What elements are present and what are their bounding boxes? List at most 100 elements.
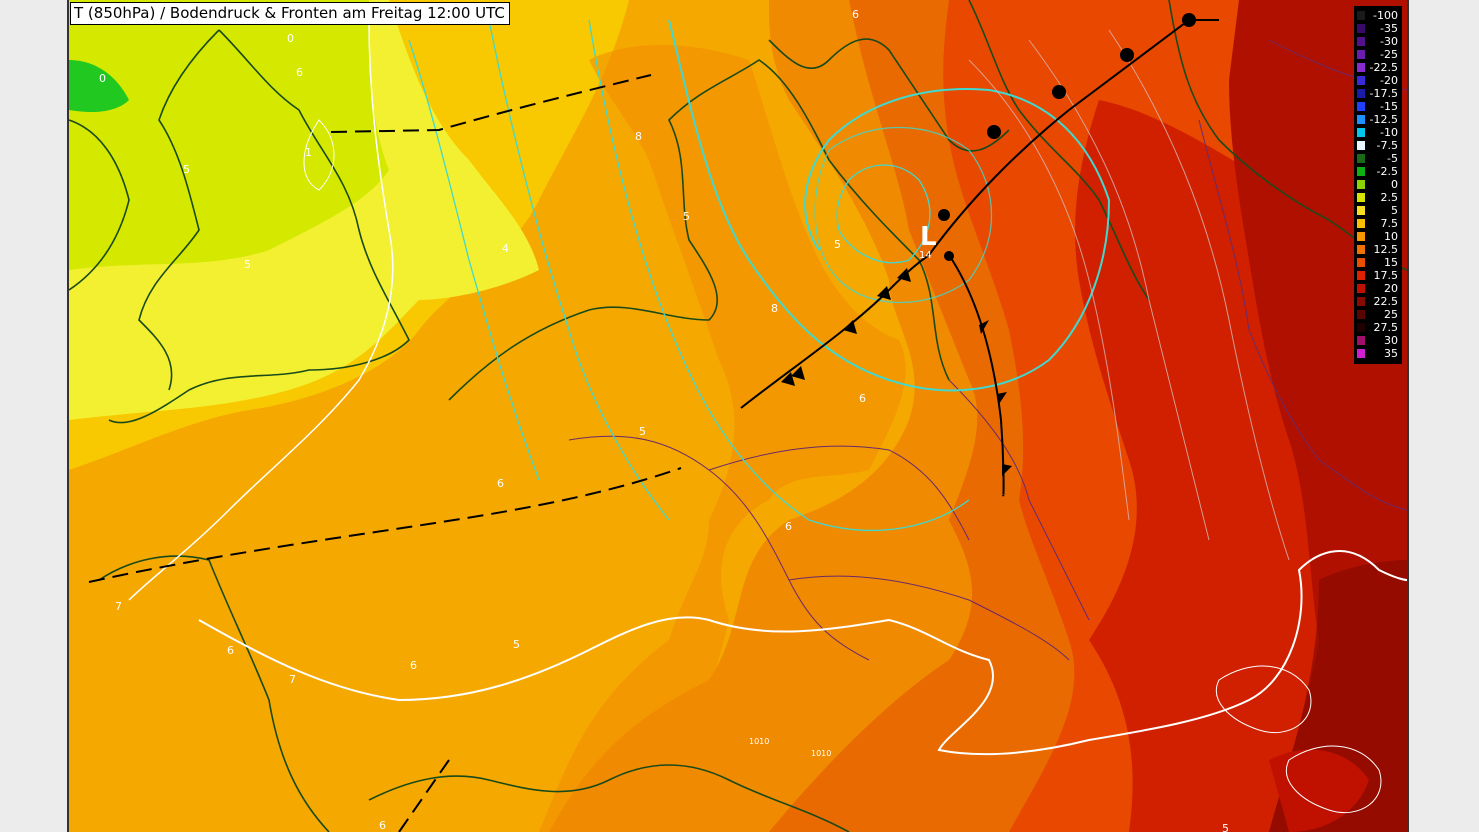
legend-swatch bbox=[1357, 323, 1365, 332]
front-semicircle bbox=[944, 251, 954, 261]
contour-label: 5 bbox=[639, 425, 646, 438]
legend-swatch bbox=[1357, 76, 1365, 85]
border-ukraine bbox=[1318, 459, 1407, 511]
coast-britain-east bbox=[108, 29, 410, 424]
legend-swatch bbox=[1357, 24, 1365, 33]
legend-label: 7.5 bbox=[1380, 217, 1399, 230]
legend-swatch bbox=[1357, 115, 1365, 124]
warm-front-line bbox=[928, 19, 1219, 256]
front-semicircle bbox=[1052, 85, 1066, 99]
contour-label: 6 bbox=[859, 392, 866, 405]
trough-france bbox=[88, 467, 682, 583]
legend-label: -30 bbox=[1380, 35, 1398, 48]
contour-label: 0 bbox=[99, 72, 106, 85]
legend-entry: -2.5 bbox=[1354, 165, 1402, 178]
country-borders bbox=[568, 39, 1407, 661]
legend-entry: 20 bbox=[1354, 282, 1402, 295]
legend-label: -35 bbox=[1380, 22, 1398, 35]
legend-entry: 5 bbox=[1354, 204, 1402, 217]
legend-entry: 27.5 bbox=[1354, 321, 1402, 334]
contour-label: 7 bbox=[115, 600, 122, 613]
legend-entry: 17.5 bbox=[1354, 269, 1402, 282]
legend-label: -10 bbox=[1380, 126, 1398, 139]
contour-label: 5 bbox=[834, 238, 841, 251]
legend-entry: -100 bbox=[1354, 9, 1402, 22]
isobar-label: 1010 bbox=[749, 737, 769, 746]
trough-north bbox=[330, 74, 652, 133]
legend-swatch bbox=[1357, 297, 1365, 306]
legend-entry: 10 bbox=[1354, 230, 1402, 243]
coastlines bbox=[69, 0, 1407, 832]
weather-map: L 14 1010 1010 0 0 6 1 5 5 4 8 5 5 8 5 6… bbox=[67, 0, 1409, 832]
coast-biscay bbox=[98, 555, 330, 832]
map-canvas: L 14 1010 1010 0 0 6 1 5 5 4 8 5 5 8 5 6… bbox=[69, 0, 1407, 832]
contour-label: 5 bbox=[513, 638, 520, 651]
isobars-east bbox=[968, 29, 1290, 561]
front-triangle bbox=[791, 366, 805, 380]
contour-label: 8 bbox=[635, 130, 642, 143]
border-baltics bbox=[1198, 119, 1320, 461]
front-triangle bbox=[897, 268, 911, 282]
legend-entry: 35 bbox=[1354, 347, 1402, 360]
contour-label: 6 bbox=[497, 477, 504, 490]
warm-front bbox=[928, 13, 1219, 497]
legend-entry: -22.5 bbox=[1354, 61, 1402, 74]
contour-label: 5 bbox=[244, 258, 251, 271]
legend-label: 22.5 bbox=[1373, 295, 1399, 308]
legend-entry: -10 bbox=[1354, 126, 1402, 139]
legend-label: 30 bbox=[1384, 334, 1398, 347]
legend-label: 17.5 bbox=[1373, 269, 1399, 282]
coast-ireland bbox=[69, 119, 130, 291]
legend-entry: 12.5 bbox=[1354, 243, 1402, 256]
contour-label: 5 bbox=[1222, 822, 1229, 832]
legend-swatch bbox=[1357, 128, 1365, 137]
legend-swatch bbox=[1357, 193, 1365, 202]
legend-label: 15 bbox=[1384, 256, 1398, 269]
legend-swatch bbox=[1357, 232, 1365, 241]
legend-entry: -17.5 bbox=[1354, 87, 1402, 100]
temperature-fields bbox=[69, 0, 1407, 832]
border-germany-poland bbox=[708, 445, 970, 541]
border-poland-east bbox=[948, 379, 1090, 621]
front-semicircle bbox=[987, 125, 1001, 139]
legend-swatch bbox=[1357, 284, 1365, 293]
front-triangle bbox=[843, 320, 857, 334]
border-alps bbox=[788, 575, 1070, 661]
isotherm-ring-1 bbox=[1215, 665, 1312, 734]
coast-denmark bbox=[768, 38, 1010, 152]
zone-yellow-green bbox=[69, 0, 389, 270]
legend-label: -17.5 bbox=[1369, 87, 1398, 100]
legend-swatch bbox=[1357, 37, 1365, 46]
legend-label: 5 bbox=[1391, 204, 1398, 217]
front-semicircle bbox=[938, 209, 950, 221]
low-pressure-symbol: L bbox=[920, 222, 937, 252]
legend-swatch bbox=[1357, 271, 1365, 280]
legend-entry: 25 bbox=[1354, 308, 1402, 321]
legend-label: -100 bbox=[1373, 9, 1398, 22]
legend-entry: -30 bbox=[1354, 35, 1402, 48]
legend-label: 2.5 bbox=[1380, 191, 1399, 204]
legend-label: -7.5 bbox=[1376, 139, 1398, 152]
legend-entry: -25 bbox=[1354, 48, 1402, 61]
legend-entry: -7.5 bbox=[1354, 139, 1402, 152]
contour-label: 6 bbox=[785, 520, 792, 533]
front-triangle bbox=[1002, 464, 1012, 476]
front-triangle bbox=[997, 392, 1007, 404]
front-semicircle bbox=[1120, 48, 1134, 62]
front-semicircle bbox=[1182, 13, 1196, 27]
legend-label: 12.5 bbox=[1373, 243, 1399, 256]
isobar-west-1 bbox=[408, 39, 540, 481]
coast-north-sea bbox=[448, 59, 950, 401]
contour-label: 0 bbox=[287, 32, 294, 45]
legend-label: 35 bbox=[1384, 347, 1398, 360]
contour-label: 1 bbox=[305, 146, 312, 159]
legend-label: 0 bbox=[1391, 178, 1398, 191]
legend-label: -2.5 bbox=[1376, 165, 1398, 178]
low-pressure-value: 14 bbox=[919, 250, 932, 261]
legend-entry: -35 bbox=[1354, 22, 1402, 35]
isobar-main bbox=[668, 19, 1111, 392]
legend-swatch bbox=[1357, 245, 1365, 254]
isobar-core bbox=[836, 164, 931, 264]
isobar-label: 1010 bbox=[811, 749, 831, 758]
contour-label: 6 bbox=[296, 66, 303, 79]
